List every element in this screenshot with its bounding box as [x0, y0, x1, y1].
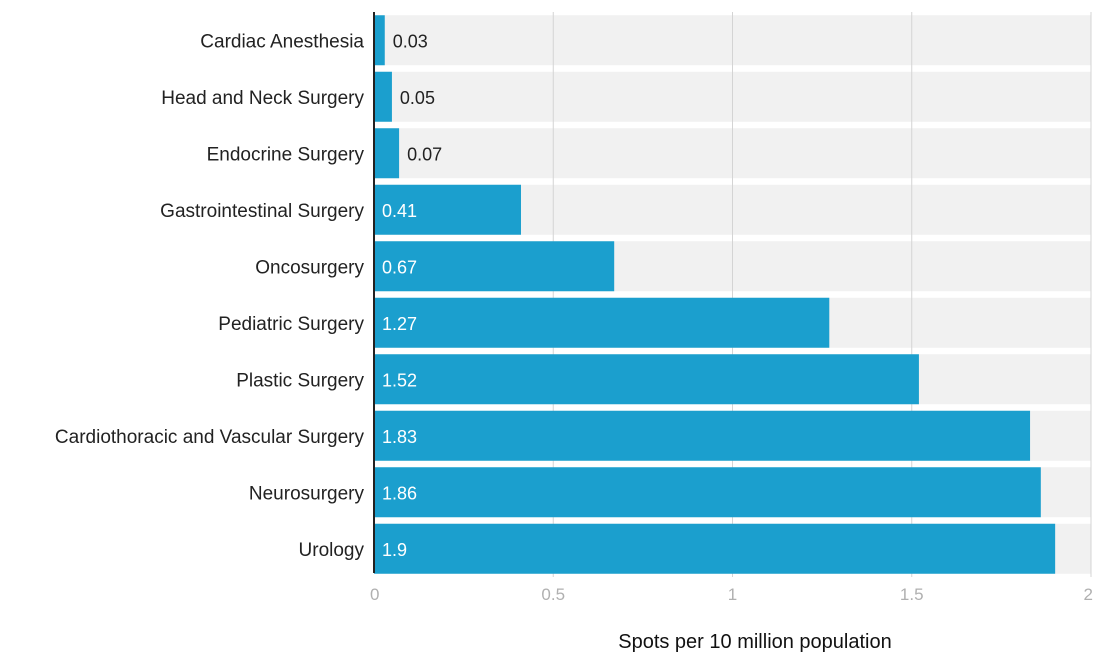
x-tick-label: 0 [370, 585, 379, 604]
x-tick-label: 1.5 [900, 585, 924, 604]
bar [374, 184, 521, 235]
bar [374, 241, 615, 292]
category-labels: Cardiac Anesthesia Head and Neck Surgery E… [55, 31, 365, 561]
value-label: 1.52 [382, 370, 417, 390]
bars [374, 15, 1056, 574]
x-tick-label: 1 [728, 585, 737, 604]
value-label: 0.03 [393, 31, 428, 51]
category-label: Plastic Surgery [236, 370, 364, 391]
value-label: 1.27 [382, 314, 417, 334]
category-label: Neurosurgery [249, 483, 365, 504]
category-label: Gastrointestinal Surgery [160, 201, 364, 222]
value-label: 0.07 [407, 144, 442, 164]
category-label: Urology [299, 540, 365, 561]
bar [374, 467, 1041, 518]
value-labels: 0.03 0.05 0.07 0.41 0.67 1.27 1.52 1.83 1.86 1.9 [382, 31, 442, 560]
x-tick-label: 0.5 [541, 585, 565, 604]
category-label: Pediatric Surgery [218, 314, 364, 335]
bar [374, 15, 385, 66]
x-tick-label: 2 [1084, 585, 1093, 604]
category-label: Cardiothoracic and Vascular Surgery [55, 427, 365, 448]
category-label: Head and Neck Surgery [161, 88, 364, 109]
value-label: 1.86 [382, 483, 417, 503]
category-label: Endocrine Surgery [207, 144, 365, 165]
bar [374, 354, 919, 405]
value-label: 1.83 [382, 427, 417, 447]
bar [374, 71, 392, 122]
category-label: Cardiac Anesthesia [200, 31, 364, 52]
value-label: 1.9 [382, 540, 407, 560]
value-label: 0.67 [382, 257, 417, 277]
value-label: 0.41 [382, 201, 417, 221]
x-axis-title: Spots per 10 million population [618, 631, 892, 653]
category-label: Oncosurgery [255, 257, 364, 278]
bar [374, 297, 830, 348]
bar [374, 523, 1056, 574]
bar [374, 128, 400, 179]
x-tick-labels: 0 0.5 1 1.5 2 [370, 585, 1093, 604]
bar [374, 410, 1031, 461]
value-label: 0.05 [400, 88, 435, 108]
